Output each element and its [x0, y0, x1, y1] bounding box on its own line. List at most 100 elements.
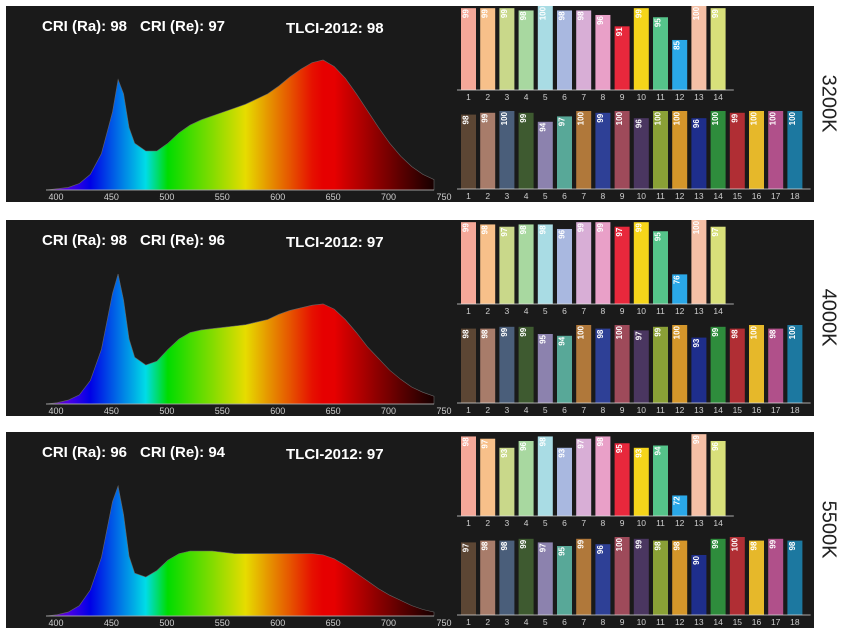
bar-value-label: 95 — [538, 334, 547, 343]
bar-category-label: 1 — [466, 405, 471, 415]
bar-value-label: 98 — [538, 437, 547, 446]
bar — [576, 111, 592, 189]
spectrum-tick-label: 550 — [215, 618, 230, 628]
bar-category-label: 3 — [505, 405, 510, 415]
bar-category-label: 10 — [637, 617, 647, 627]
bar — [787, 111, 803, 189]
bar-value-label: 93 — [500, 448, 509, 457]
bar-value-label: 76 — [673, 275, 682, 284]
bar — [461, 222, 476, 304]
bar-category-label: 17 — [771, 191, 781, 201]
bar-category-label: 1 — [466, 518, 471, 528]
bar — [749, 540, 764, 615]
panel-chart-svg: 400 450 500 550 600 650 700 7509819729339649859… — [45, 434, 811, 628]
bar-value-label: 100 — [673, 325, 682, 339]
bar-category-label: 9 — [620, 191, 625, 201]
bar — [614, 443, 630, 516]
bar-category-label: 7 — [581, 191, 586, 201]
bar-category-label: 17 — [771, 617, 781, 627]
bar — [653, 445, 668, 516]
spectrum-tick-label: 600 — [270, 192, 285, 202]
bar-category-label: 4 — [524, 518, 529, 528]
bar-value-label: 97 — [711, 227, 720, 236]
bar — [653, 326, 668, 403]
bar-category-label: 15 — [733, 191, 743, 201]
rf-bar-chart: 9919929939841005986987968919991095118512… — [457, 6, 734, 102]
bar — [480, 112, 496, 189]
bar-value-label: 100 — [654, 111, 663, 125]
bar-category-label: 5 — [543, 518, 548, 528]
bar — [614, 226, 630, 304]
bar-category-label: 7 — [581, 306, 586, 316]
bar-category-label: 11 — [656, 405, 665, 415]
bar — [557, 335, 572, 403]
spectrum-tick-label: 500 — [159, 192, 174, 202]
bar — [518, 440, 534, 516]
bar — [672, 325, 688, 403]
bar-category-label: 5 — [543, 306, 548, 316]
bar-value-label: 98 — [462, 115, 471, 124]
bar — [480, 328, 496, 403]
bar-value-label: 90 — [692, 555, 701, 564]
bar-category-label: 6 — [562, 92, 567, 102]
r18-bar-chart: 9719829839949759569979681009991098119812… — [457, 537, 811, 627]
spectrum-tick-label: 700 — [381, 406, 396, 416]
bar-value-label: 96 — [634, 119, 643, 128]
bar-value-label: 97 — [481, 439, 490, 448]
bar-category-label: 3 — [505, 617, 510, 627]
bar-category-label: 12 — [675, 518, 685, 528]
bar — [653, 17, 668, 90]
rf-bar-chart: 98 1 97 2 93 3 96 4 98 5 93 6 97 7 98 8 95 9 93 10 94 11 72 12 9… — [457, 434, 734, 528]
bar-category-label: 12 — [675, 92, 685, 102]
panel-chart-svg: 400 450 500 550 600 650 700 7509919929939841005… — [45, 6, 811, 202]
bar-category-label: 8 — [601, 518, 606, 528]
bar-category-label: 12 — [675, 405, 685, 415]
bar-category-label: 12 — [675, 191, 685, 201]
bar — [499, 226, 515, 304]
bar-value-label: 96 — [711, 441, 720, 450]
bar — [557, 228, 572, 304]
spectrum-tick-label: 500 — [159, 618, 174, 628]
bar-value-label: 99 — [577, 223, 586, 232]
bar-value-label: 98 — [654, 541, 663, 550]
bar-value-label: 100 — [692, 220, 701, 234]
bar-value-label: 99 — [634, 223, 643, 232]
bar — [614, 111, 630, 189]
bar-value-label: 96 — [519, 441, 528, 450]
bar-value-label: 94 — [558, 336, 567, 345]
bar — [768, 111, 784, 189]
bar-category-label: 13 — [694, 617, 704, 627]
bar-category-label: 16 — [752, 405, 762, 415]
bar — [729, 112, 745, 189]
spectrum-tick-label: 450 — [104, 618, 119, 628]
bar-value-label: 99 — [577, 539, 586, 548]
bar — [518, 326, 534, 403]
bar-category-label: 18 — [790, 191, 800, 201]
bar-value-label: 91 — [615, 27, 624, 36]
bar — [518, 10, 534, 90]
bar-value-label: 99 — [519, 113, 528, 122]
bar-category-label: 4 — [524, 405, 529, 415]
bar-value-label: 97 — [500, 227, 509, 236]
bar — [691, 434, 707, 516]
bar-value-label: 100 — [788, 325, 797, 339]
r18-bar-chart: 98 1 99 2 100 3 99 4 94 5 97 6 100 7 99 8 100 9 96 10 100 11 1… — [457, 111, 811, 201]
bar-category-label: 9 — [620, 518, 625, 528]
bar-category-label: 10 — [637, 191, 647, 201]
bar — [518, 112, 534, 189]
bar — [576, 438, 592, 516]
bar — [595, 436, 611, 516]
spectrum-tick-label: 450 — [104, 406, 119, 416]
bar — [595, 222, 611, 304]
bar-category-label: 9 — [620, 617, 625, 627]
bar — [710, 440, 726, 516]
bar-value-label: 85 — [673, 40, 682, 49]
bar-category-label: 18 — [790, 405, 800, 415]
bar — [691, 220, 707, 304]
bar-value-label: 99 — [462, 9, 471, 18]
bar-category-label: 5 — [543, 92, 548, 102]
bar-value-label: 98 — [462, 329, 471, 338]
bar-value-label: 99 — [711, 9, 720, 18]
bar — [768, 538, 784, 615]
bar-value-label: 100 — [788, 111, 797, 125]
